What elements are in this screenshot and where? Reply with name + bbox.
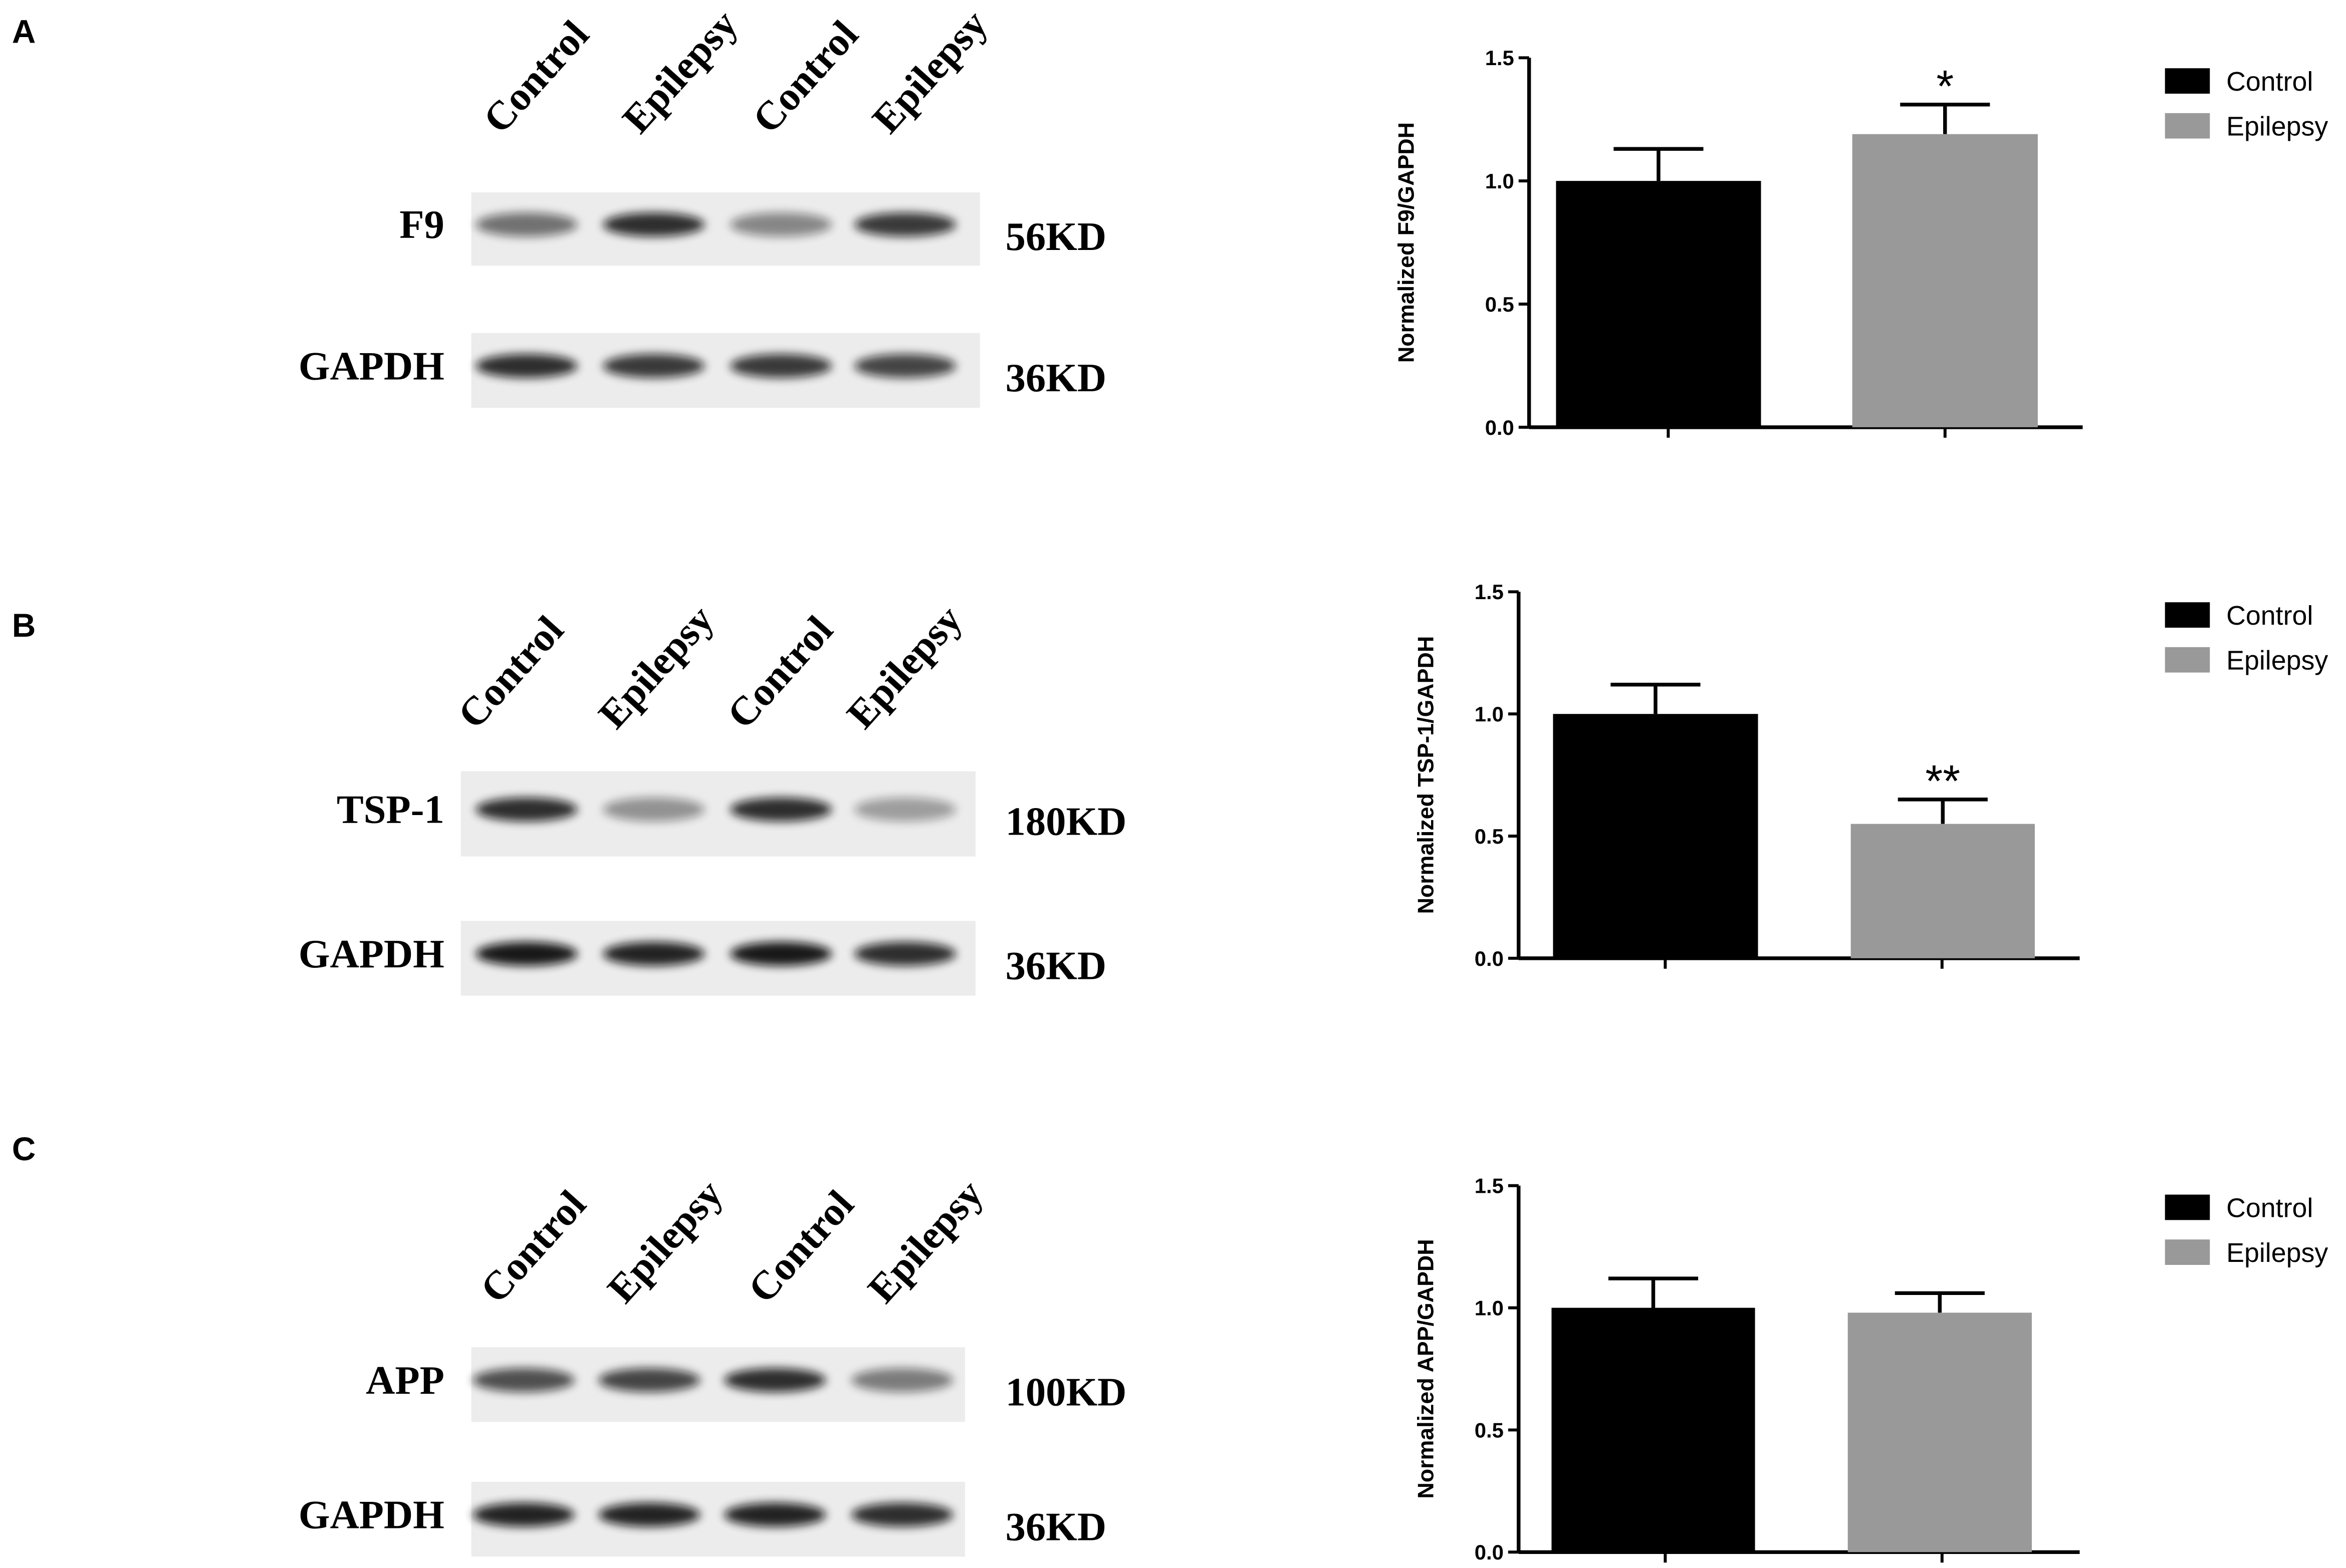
legend-swatch <box>2165 1239 2210 1265</box>
bar <box>1551 1308 1755 1552</box>
legend-label: Control <box>2226 1193 2313 1223</box>
lane-label: Control <box>740 1182 862 1312</box>
y-tick-label: 0.5 <box>1475 825 1504 848</box>
protein-label: GAPDH <box>299 344 444 388</box>
legend-label: Epilepsy <box>2226 1238 2328 1268</box>
bar <box>1852 134 2038 427</box>
blot-band <box>851 1368 954 1392</box>
bar <box>1556 181 1761 427</box>
blot-band <box>851 1502 954 1527</box>
size-label: 100KD <box>1006 1370 1127 1415</box>
blot-band <box>473 1368 575 1392</box>
y-axis-label: Normalized APP/GAPDH <box>1414 1239 1439 1498</box>
y-tick-label: 0.0 <box>1475 947 1504 970</box>
lane-label: Control <box>719 608 841 737</box>
blot-band <box>603 797 705 822</box>
size-label: 56KD <box>1006 214 1107 259</box>
lane-label: Epilepsy <box>590 597 722 737</box>
size-label: 36KD <box>1006 944 1107 988</box>
legend-swatch <box>2165 602 2210 628</box>
legend-label: Epilepsy <box>2226 646 2328 676</box>
blot-band <box>598 1368 700 1392</box>
y-tick-label: 1.5 <box>1485 46 1514 70</box>
blot-band <box>854 797 957 822</box>
y-tick-label: 1.0 <box>1475 702 1504 726</box>
blot-band <box>603 942 705 966</box>
y-tick-label: 0.0 <box>1485 416 1514 439</box>
blot-band <box>476 942 578 966</box>
panel-label: C <box>12 1131 36 1167</box>
legend-label: Epilepsy <box>2226 112 2328 142</box>
y-tick-label: 1.0 <box>1475 1296 1504 1320</box>
panel-label: A <box>12 13 36 50</box>
protein-label: F9 <box>399 202 444 247</box>
blot-band <box>603 354 705 378</box>
blot-band <box>730 942 832 966</box>
significance: * <box>1936 61 1954 111</box>
blot-band <box>730 797 832 822</box>
legend-swatch <box>2165 68 2210 94</box>
blot-band <box>854 212 957 237</box>
lane-label: Control <box>472 1182 595 1312</box>
size-label: 36KD <box>1006 1504 1107 1549</box>
blot-band <box>854 354 957 378</box>
blot-band <box>476 354 578 378</box>
legend-swatch <box>2165 647 2210 673</box>
blot-band <box>724 1502 826 1527</box>
lane-label: Epilepsy <box>599 1171 731 1311</box>
blot-band <box>854 942 957 966</box>
panel-label: B <box>12 607 36 644</box>
bar <box>1847 1313 2032 1552</box>
bar <box>1553 714 1758 958</box>
lane-label: Control <box>475 12 598 141</box>
legend-swatch <box>2165 113 2210 139</box>
legend-label: Control <box>2226 67 2313 97</box>
legend-label: Control <box>2226 601 2313 631</box>
significance: ** <box>1925 756 1960 806</box>
protein-label: GAPDH <box>299 932 444 976</box>
y-axis-label: Normalized TSP-1/GAPDH <box>1414 636 1439 914</box>
lane-label: Epilepsy <box>838 597 971 737</box>
y-tick-label: 1.5 <box>1475 1174 1504 1198</box>
protein-label: APP <box>366 1358 444 1403</box>
blot-band <box>730 354 832 378</box>
lane-label: Epilepsy <box>614 2 746 141</box>
blot-band <box>476 797 578 822</box>
y-axis-label: Normalized F9/GAPDH <box>1394 122 1419 363</box>
protein-label: TSP-1 <box>337 788 444 832</box>
y-tick-label: 0.5 <box>1475 1418 1504 1442</box>
y-tick-label: 0.5 <box>1485 293 1514 316</box>
y-tick-label: 1.5 <box>1475 580 1504 604</box>
protein-label: GAPDH <box>299 1493 444 1537</box>
blot-band <box>476 212 578 237</box>
blot-band <box>724 1368 826 1392</box>
bar <box>1850 824 2035 958</box>
blot-band <box>473 1502 575 1527</box>
size-label: 36KD <box>1006 356 1107 400</box>
lane-label: Control <box>744 12 867 141</box>
legend-swatch <box>2165 1194 2210 1220</box>
y-tick-label: 1.0 <box>1485 169 1514 193</box>
y-tick-label: 0.0 <box>1475 1540 1504 1564</box>
blot-band <box>730 212 832 237</box>
size-label: 180KD <box>1006 800 1127 844</box>
blot-band <box>598 1502 700 1527</box>
lane-label: Control <box>449 608 572 737</box>
blot-band <box>603 212 705 237</box>
lane-label: Epilepsy <box>864 2 996 141</box>
lane-label: Epilepsy <box>859 1171 992 1311</box>
